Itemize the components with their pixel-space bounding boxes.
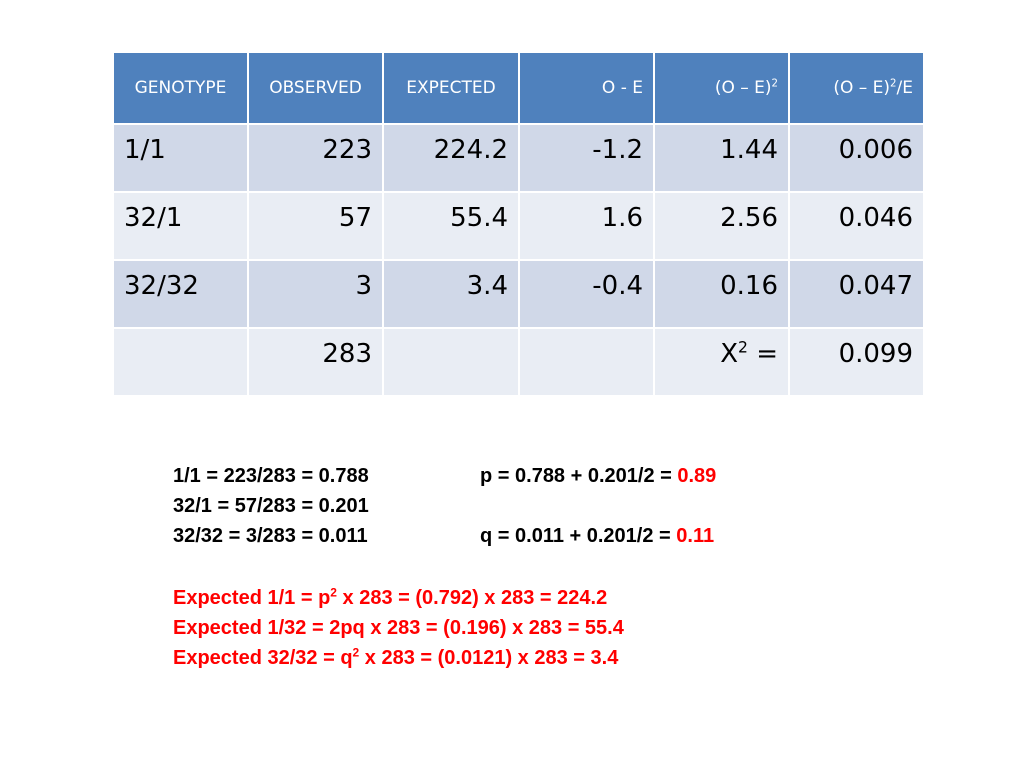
cell-observed: 223 xyxy=(247,123,384,193)
cell-expected: 3.4 xyxy=(382,259,520,329)
header-o-minus-e-squared: (O – E)2 xyxy=(653,51,790,125)
cell-empty xyxy=(382,327,520,397)
cell-o-minus-e-squared: 0.16 xyxy=(653,259,790,329)
cell-o-minus-e-squared: 2.56 xyxy=(653,191,790,261)
q-allele-freq: q = 0.011 + 0.201/2 = 0.11 xyxy=(480,525,715,547)
table-header-row: GENOTYPE OBSERVED EXPECTED O - E (O – E)… xyxy=(112,51,925,125)
cell-chi-square-value: 0.099 xyxy=(788,327,925,397)
cell-empty xyxy=(112,327,249,397)
cell-total-observed: 283 xyxy=(247,327,384,397)
p-value-result: 0.89 xyxy=(677,465,717,487)
table-row: 32/32 3 3.4 -0.4 0.16 0.047 xyxy=(112,259,925,329)
note-line-2: 32/1 = 57/283 = 0.201 xyxy=(173,491,873,521)
expected-1-32-line: Expected 1/32 = 2pq x 283 = (0.196) x 28… xyxy=(173,617,624,639)
cell-o-minus-e: -1.2 xyxy=(518,123,655,193)
cell-observed: 3 xyxy=(247,259,384,329)
genotype-freq-32-32: 32/32 = 3/283 = 0.011 xyxy=(173,525,368,547)
table-row: 32/1 57 55.4 1.6 2.56 0.046 xyxy=(112,191,925,261)
header-observed: OBSERVED xyxy=(247,51,384,125)
cell-expected: 55.4 xyxy=(382,191,520,261)
genotype-freq-32-1: 32/1 = 57/283 = 0.201 xyxy=(173,495,369,517)
header-expected: EXPECTED xyxy=(382,51,520,125)
cell-genotype: 1/1 xyxy=(112,123,249,193)
cell-empty xyxy=(518,327,655,397)
header-genotype: GENOTYPE xyxy=(112,51,249,125)
header-o-minus-e: O - E xyxy=(518,51,655,125)
q-value-result: 0.11 xyxy=(676,525,715,547)
cell-expected: 224.2 xyxy=(382,123,520,193)
table-total-row: 283 X2 = 0.099 xyxy=(112,327,925,397)
table-row: 1/1 223 224.2 -1.2 1.44 0.006 xyxy=(112,123,925,193)
chi-square-table: GENOTYPE OBSERVED EXPECTED O - E (O – E)… xyxy=(112,51,925,397)
cell-genotype: 32/1 xyxy=(112,191,249,261)
cell-o-minus-e: -0.4 xyxy=(518,259,655,329)
expected-1-1-line: Expected 1/1 = p2 x 283 = (0.792) x 283 … xyxy=(173,585,608,609)
cell-genotype: 32/32 xyxy=(112,259,249,329)
calculation-notes: 1/1 = 223/283 = 0.788 p = 0.788 + 0.201/… xyxy=(173,461,873,673)
cell-chi-component: 0.046 xyxy=(788,191,925,261)
cell-o-minus-e: 1.6 xyxy=(518,191,655,261)
header-chi-component: (O – E)2/E xyxy=(788,51,925,125)
cell-observed: 57 xyxy=(247,191,384,261)
expected-32-32-line: Expected 32/32 = q2 x 283 = (0.0121) x 2… xyxy=(173,645,619,669)
genotype-freq-1-1: 1/1 = 223/283 = 0.788 xyxy=(173,465,369,487)
cell-chi-component: 0.047 xyxy=(788,259,925,329)
cell-chi-component: 0.006 xyxy=(788,123,925,193)
note-line-3: 32/32 = 3/283 = 0.011 q = 0.011 + 0.201/… xyxy=(173,521,873,551)
p-allele-freq: p = 0.788 + 0.201/2 = 0.89 xyxy=(480,465,717,487)
note-line-1: 1/1 = 223/283 = 0.788 p = 0.788 + 0.201/… xyxy=(173,461,873,491)
cell-chi-square-label: X2 = xyxy=(653,327,790,397)
cell-o-minus-e-squared: 1.44 xyxy=(653,123,790,193)
